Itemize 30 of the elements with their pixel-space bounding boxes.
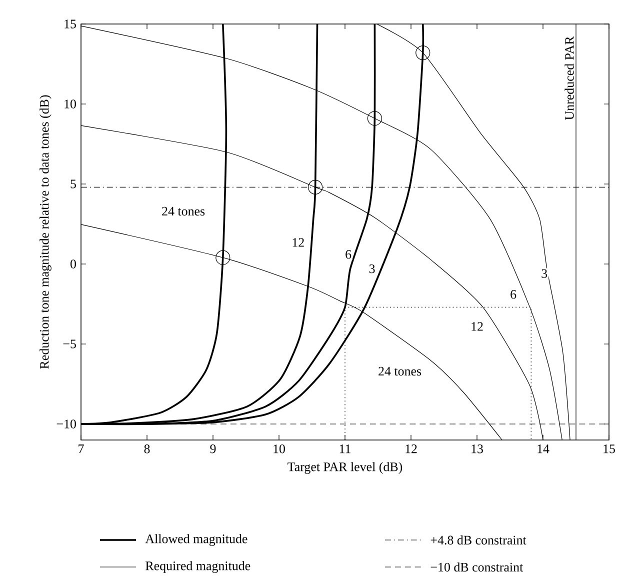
annotation: 6 — [346, 250, 352, 259]
y-tick-label: −10 — [56, 420, 76, 428]
x-tick-label: 11 — [340, 444, 350, 454]
legend-label: Required magnitude — [146, 561, 250, 573]
x-tick-label: 13 — [472, 444, 483, 454]
annotation: 12 — [292, 238, 304, 247]
legend-label: +4.8 dB constraint — [430, 535, 526, 545]
y-tick-label: 10 — [64, 100, 76, 108]
x-tick-label: 8 — [144, 444, 150, 454]
x-tick-label: 15 — [604, 444, 615, 454]
y-tick-label: 5 — [70, 180, 76, 188]
x-axis-title: Target PAR level (dB) — [288, 462, 402, 474]
annotation: 3 — [542, 269, 548, 278]
y-tick-label: −5 — [63, 340, 76, 348]
x-tick-label: 7 — [78, 444, 84, 453]
x-tick-label: 10 — [274, 444, 285, 454]
y-axis-title: Reduction tone magnitude relative to data tones (dB) — [40, 95, 52, 369]
ref-line-label: Unreduced PAR — [564, 36, 574, 120]
x-tick-label: 9 — [210, 444, 216, 454]
x-tick-label: 12 — [406, 444, 417, 454]
legend-label: Allowed magnitude — [145, 534, 248, 546]
annotation: 24 tones — [162, 206, 205, 216]
y-tick-label: 15 — [64, 20, 76, 28]
y-tick-label: 0 — [70, 260, 76, 268]
annotation: 24 tones — [378, 366, 422, 376]
annotation: 3 — [369, 264, 375, 274]
x-tick-label: 14 — [538, 444, 550, 454]
annotation: 6 — [510, 290, 516, 299]
legend-label: −10 dB constraint — [430, 562, 524, 572]
annotation: 12 — [472, 322, 483, 331]
